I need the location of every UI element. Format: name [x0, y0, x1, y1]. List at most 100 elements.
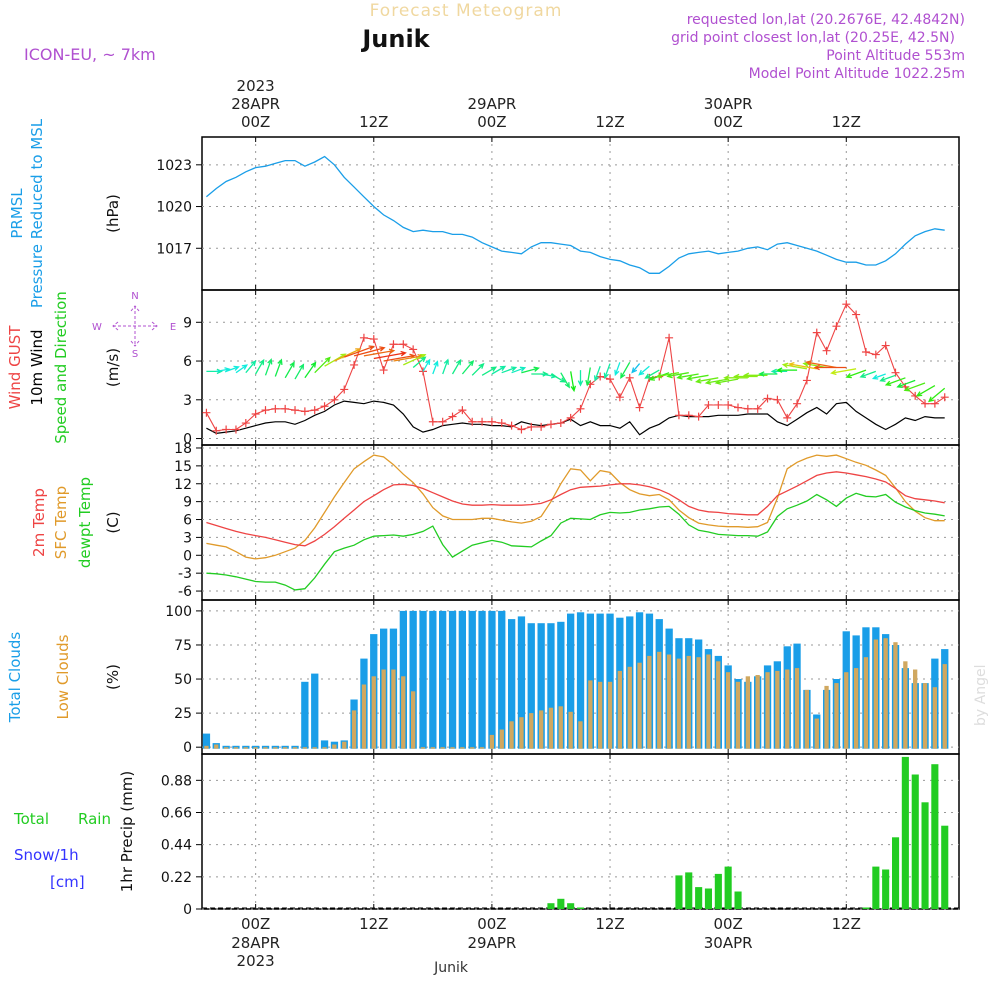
series-prmsl [205, 155, 945, 274]
low-cloud-bar [607, 681, 613, 749]
wind-direction-arrow [758, 371, 778, 377]
gust-marker [202, 408, 211, 417]
bottom-tick-label: 12Z [832, 915, 861, 933]
unit-label: (m/s) [104, 348, 122, 387]
gust-marker [881, 341, 890, 350]
compass-arrows [112, 305, 158, 347]
wind-direction-arrow [903, 382, 926, 392]
wind-direction-arrow [363, 348, 396, 357]
gust-marker [861, 348, 870, 356]
wind-direction-arrow [781, 362, 808, 370]
bottom-tick-label: 12Z [595, 915, 624, 933]
low-cloud-bar [381, 669, 386, 749]
y-tick-label: 9 [183, 495, 192, 511]
top-tick-label: 00Z [241, 113, 270, 131]
total-cloud-bar [419, 610, 427, 749]
rain-bar [872, 866, 880, 909]
low-cloud-bar [283, 747, 288, 749]
gust-marker [822, 346, 831, 355]
gust-marker [261, 406, 270, 415]
gust-marker [389, 340, 398, 349]
wind-direction-arrow [245, 360, 257, 374]
rain-bar [862, 907, 870, 909]
gust-marker [359, 333, 368, 342]
gust-marker [753, 404, 762, 413]
rain-bar [724, 866, 732, 909]
low-cloud-bar [470, 747, 475, 749]
total-cloud-bar [478, 610, 486, 749]
rain-bar [0, 906, 7, 909]
wind-direction-arrow [560, 372, 570, 389]
low-cloud-bar [735, 681, 741, 749]
low-cloud-bar [204, 745, 209, 749]
total-cloud-bar [537, 623, 545, 749]
gust-marker [930, 399, 939, 408]
gust-marker [468, 417, 477, 426]
low-cloud-bar [666, 654, 672, 749]
gust-marker [674, 411, 683, 420]
bottom-tick-label: 00Z [241, 915, 270, 933]
low-cloud-bar [489, 734, 494, 749]
gust-marker [399, 340, 408, 349]
gust-marker [281, 404, 290, 413]
chart-subtitle: Forecast Meteogram [370, 1, 563, 21]
low-cloud-bar [854, 668, 859, 749]
y-tick-label: 6 [183, 513, 192, 529]
total-cloud-bar [498, 610, 506, 749]
model-label: ICON-EU, ~ 7km [24, 45, 156, 64]
wind-direction-arrow [631, 363, 641, 374]
low-cloud-bar [824, 685, 829, 749]
y-tick-label: 3 [183, 530, 192, 546]
wind-direction-arrow [294, 363, 305, 380]
panel-data [206, 454, 945, 591]
wind-direction-arrow [585, 367, 591, 387]
wind-direction-arrow [884, 377, 906, 386]
gust-marker [271, 404, 280, 413]
series-2m-temp [206, 471, 945, 547]
low-cloud-bar [519, 717, 524, 749]
gust-marker [527, 422, 536, 431]
gust-marker [517, 425, 526, 434]
low-cloud-bar [844, 672, 849, 749]
y-tick-label: 50 [174, 672, 192, 688]
top-tick-label: 12Z [359, 113, 388, 131]
gust-marker [546, 420, 555, 429]
gust-marker [615, 393, 624, 402]
panel-frame [201, 753, 960, 910]
y-tick-label: 75 [174, 638, 192, 654]
panel-label: 10m Wind [28, 329, 46, 405]
wind-direction-arrow [603, 363, 611, 380]
y-tick-label: 0 [183, 740, 192, 756]
wind-direction-arrow [686, 374, 709, 381]
gust-marker [340, 385, 349, 394]
gust-marker [497, 419, 506, 428]
gust-marker [743, 404, 752, 413]
low-cloud-bar [224, 747, 229, 749]
gust-marker [222, 425, 231, 434]
y-tick-label: 1023 [156, 158, 192, 174]
total-cloud-bar [458, 610, 466, 749]
gust-marker [802, 376, 811, 385]
y-tick-label: 0 [183, 548, 192, 564]
wind-direction-arrow [704, 378, 729, 385]
low-cloud-bar [588, 680, 593, 749]
total-cloud-bar [567, 613, 575, 749]
top-tick-label: 12Z [832, 113, 861, 131]
low-cloud-bar [657, 651, 662, 749]
panel-wind: 0 3 6 9 Wind GUST 10m Wind Speed and Direction… [6, 289, 960, 448]
low-cloud-bar [578, 721, 583, 749]
low-cloud-bar [706, 654, 711, 749]
gust-marker [350, 360, 359, 369]
wind-direction-arrow [491, 365, 507, 375]
gust-marker [438, 417, 447, 426]
rain-bar [734, 891, 742, 909]
gust-marker [409, 345, 418, 354]
total-cloud-bar [301, 681, 309, 749]
rain-bar [0, 887, 7, 909]
rain-bar [547, 903, 555, 909]
precip-label-total: Total [13, 810, 49, 828]
total-cloud-bar [508, 619, 516, 749]
panel-label: Low Clouds [54, 634, 72, 719]
